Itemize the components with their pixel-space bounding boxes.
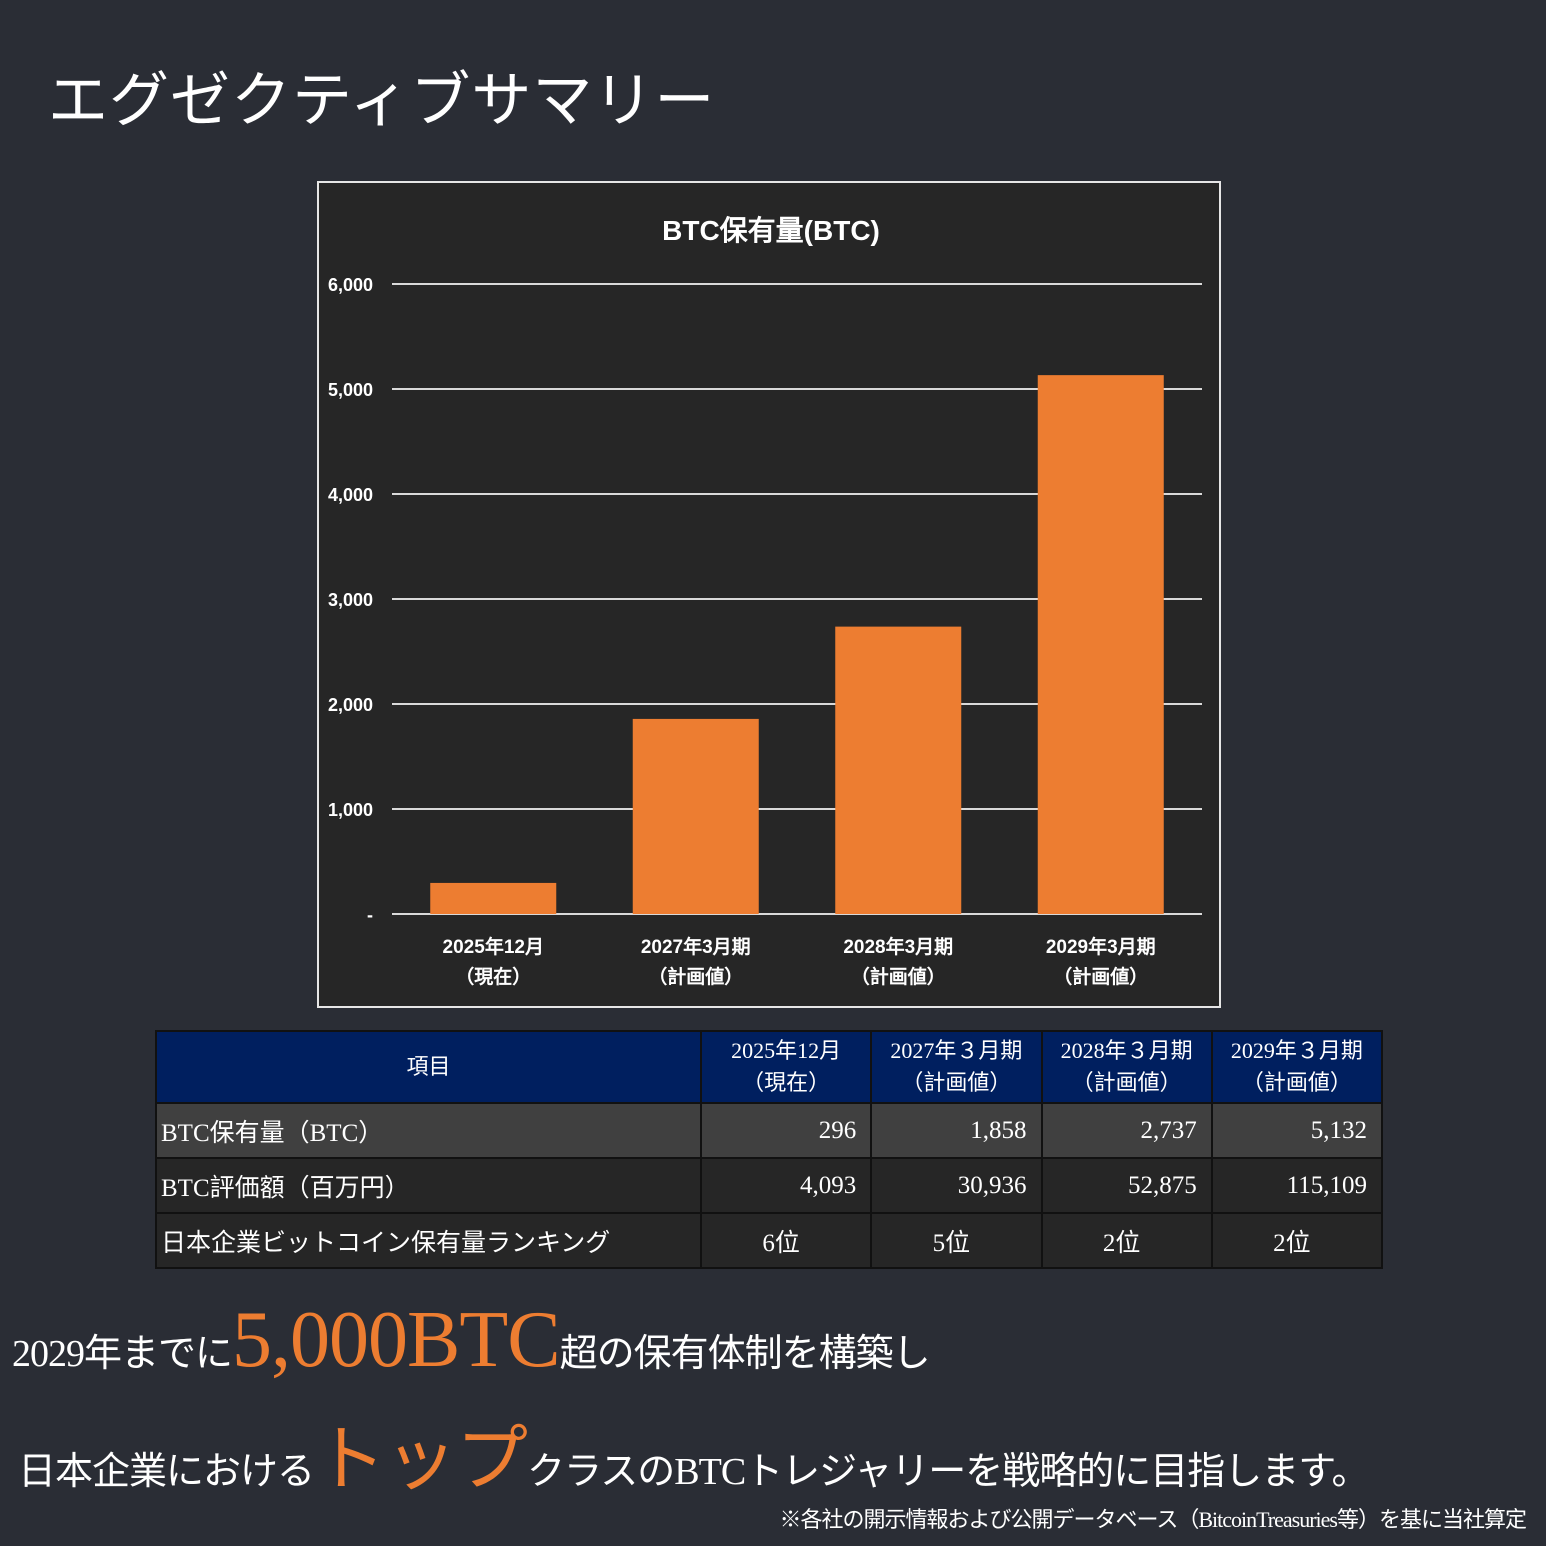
column-header: 2029年３月期 （計画値） xyxy=(1210,1030,1384,1104)
x-tick-label: （計画値） xyxy=(648,965,743,988)
bar xyxy=(632,718,759,914)
table-cell: 115,109 xyxy=(1210,1157,1384,1214)
column-header: 項目 xyxy=(155,1030,702,1104)
row-label: 日本企業ビットコイン保有量ランキング xyxy=(155,1212,702,1269)
bar xyxy=(1037,375,1164,914)
page-title: エグゼクティブサマリー xyxy=(48,68,716,134)
table-row: 日本企業ビットコイン保有量ランキング 6位 5位 2位 2位 xyxy=(155,1212,1384,1269)
summary-highlight: トップ xyxy=(314,1420,528,1500)
table-header-row: 項目 2025年12月 （現在） 2027年３月期 （計画値） 2028年３月期 （計画値）… xyxy=(155,1030,1384,1104)
x-tick-label: 2025年12月 xyxy=(443,935,544,958)
table-cell: 5位 xyxy=(870,1212,1043,1269)
x-tick-label: （計画値） xyxy=(851,965,946,988)
summary-text: 2029年までに xyxy=(12,1333,233,1375)
y-tick-label: 5,000 xyxy=(328,380,373,400)
table-row: BTC評価額（百万円） 4,093 30,936 52,875 115,109 xyxy=(155,1157,1384,1214)
y-tick-label: 3,000 xyxy=(328,590,373,610)
bar xyxy=(835,626,962,914)
table-cell: 1,858 xyxy=(870,1102,1043,1159)
footnote: ※各社の開示情報および公開データベース（BitcoinTreasuries等）を… xyxy=(779,1507,1527,1532)
chart-svg: BTC保有量(BTC) - 1,000 2,000 3,000 4,000 5,000 6,0… xyxy=(328,215,1202,988)
y-tick-label: 2,000 xyxy=(328,695,373,715)
summary-highlight: 5,000BTC xyxy=(232,1296,561,1384)
summary-line-2: 日本企業におけるトップクラスのBTCトレジャリーを戦略的に目指します。 xyxy=(18,1400,1538,1505)
table-cell: 2,737 xyxy=(1040,1102,1213,1159)
x-tick-label: （現在） xyxy=(455,965,531,988)
table-cell: 52,875 xyxy=(1040,1157,1213,1214)
table-cell: 2位 xyxy=(1210,1212,1384,1269)
y-tick-label: 6,000 xyxy=(328,275,373,295)
table-cell: 5,132 xyxy=(1210,1102,1384,1159)
table-row: BTC保有量（BTC） 296 1,858 2,737 5,132 xyxy=(155,1102,1384,1159)
summary-text: 超の保有体制を構築し xyxy=(559,1333,931,1375)
x-tick-label: 2027年3月期 xyxy=(641,935,751,958)
y-tick-label: 4,000 xyxy=(328,485,373,505)
x-tick-label: 2028年3月期 xyxy=(843,935,953,958)
x-tick-label: 2029年3月期 xyxy=(1046,935,1156,958)
chart-title: BTC保有量(BTC) xyxy=(662,215,880,246)
column-header: 2027年３月期 （計画値） xyxy=(870,1030,1043,1104)
row-label: BTC保有量（BTC） xyxy=(155,1102,702,1159)
table-cell: 6位 xyxy=(699,1212,873,1269)
table-cell: 296 xyxy=(699,1102,873,1159)
btc-holdings-chart: BTC保有量(BTC) - 1,000 2,000 3,000 4,000 5,000 6,0… xyxy=(317,181,1221,1008)
table-cell: 30,936 xyxy=(870,1157,1043,1214)
summary-text: 日本企業における xyxy=(18,1451,315,1493)
column-header: 2028年３月期 （計画値） xyxy=(1040,1030,1213,1104)
summary-line-1: 2029年までに5,000BTC超の保有体制を構築し xyxy=(12,1295,1532,1386)
row-label: BTC評価額（百万円） xyxy=(155,1157,702,1214)
summary-text: クラスのBTCトレジャリーを戦略的に目指します。 xyxy=(527,1451,1369,1493)
table-cell: 2位 xyxy=(1040,1212,1213,1269)
bar xyxy=(430,882,557,914)
summary-table: 項目 2025年12月 （現在） 2027年３月期 （計画値） 2028年３月期 （計画値）… xyxy=(155,1030,1384,1269)
x-tick-label: （計画値） xyxy=(1053,965,1148,988)
table-cell: 4,093 xyxy=(699,1157,873,1214)
column-header: 2025年12月 （現在） xyxy=(699,1030,873,1104)
y-tick-label: - xyxy=(367,905,373,925)
y-tick-label: 1,000 xyxy=(328,800,373,820)
